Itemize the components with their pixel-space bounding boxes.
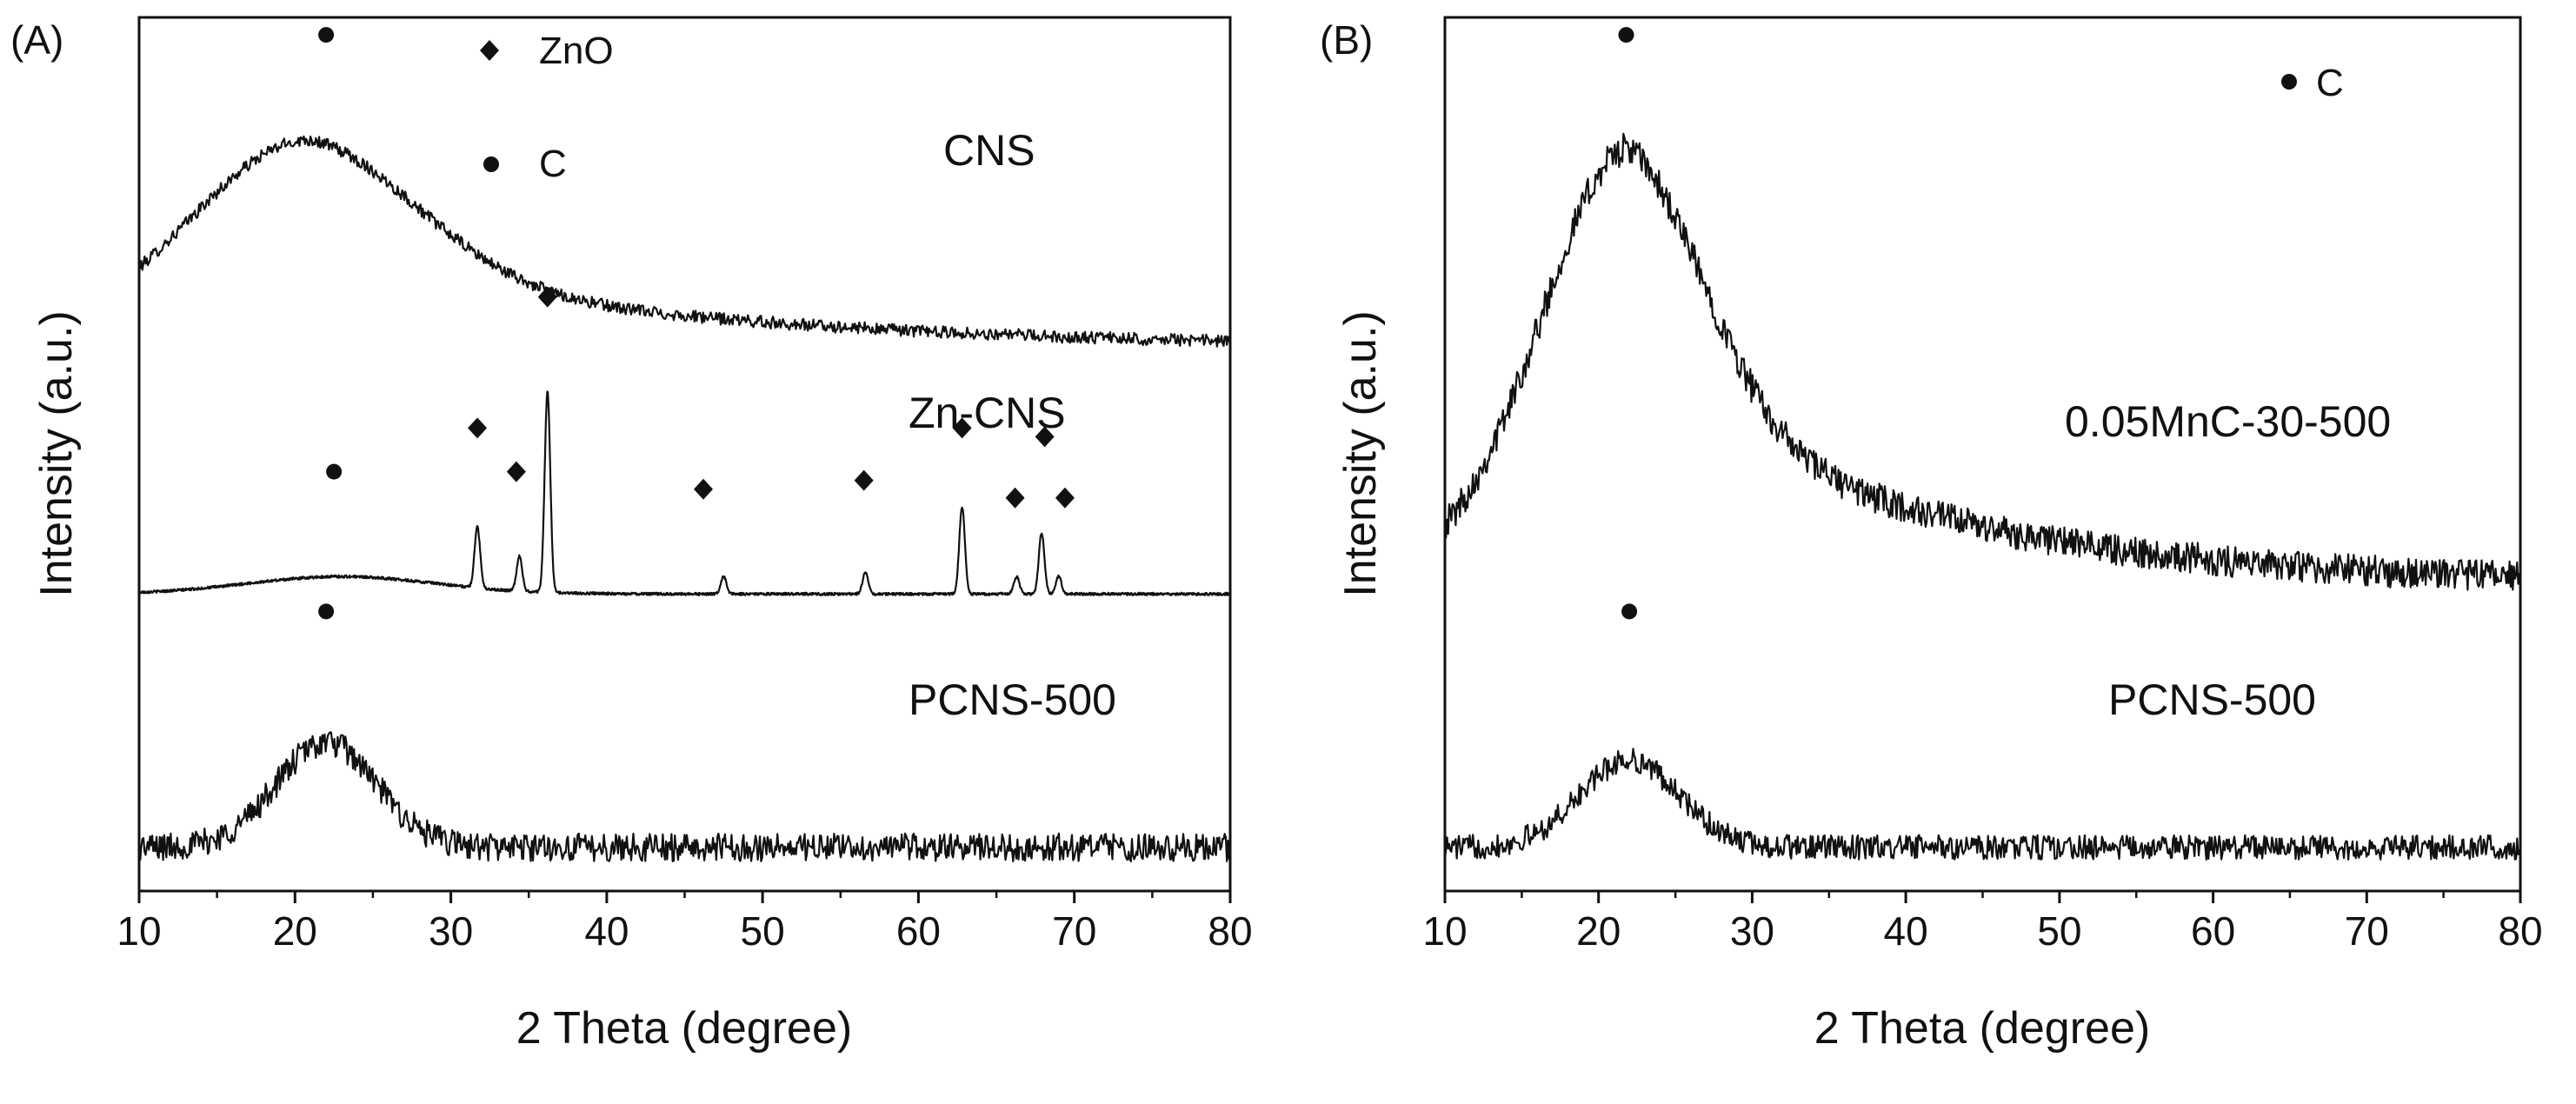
panel-b-legend: C xyxy=(2281,62,2344,104)
zno-diamond-marker-icon xyxy=(952,417,972,439)
x-tick-label: 70 xyxy=(2345,908,2389,954)
x-tick-label: 10 xyxy=(116,908,161,954)
panel-b-series-group xyxy=(1443,132,2522,861)
panel-b: (B) 10 20 30 40 50 60 70 80 2 Theta (degree) In… xyxy=(1320,16,2543,1054)
x-tick-label: 40 xyxy=(1884,908,1928,954)
zno-diamond-marker-icon xyxy=(506,461,526,482)
x-tick-label: 60 xyxy=(2191,908,2235,954)
zno-diamond-marker-icon xyxy=(694,478,714,500)
carbon-dot-marker-icon xyxy=(326,463,343,480)
panel-a-legend: ZnO C xyxy=(480,30,614,185)
panel-b-x-axis-title: 2 Theta (degree) xyxy=(1814,1003,2150,1054)
panel-a-series-group xyxy=(137,135,1232,862)
zno-diamond-marker-icon xyxy=(468,417,488,439)
zno-diamond-marker-icon xyxy=(1035,426,1055,448)
panel-a-label-pcns-500: PCNS-500 xyxy=(909,675,1116,724)
zno-diamond-marker-icon xyxy=(854,469,874,491)
panel-a-markers-group xyxy=(318,27,1075,620)
series-line-pcns-500 xyxy=(1443,748,2522,861)
x-tick-label: 20 xyxy=(1576,908,1621,954)
panel-a-label-cns: CNS xyxy=(943,126,1035,175)
panel-b-label-pcns-500: PCNS-500 xyxy=(2108,675,2316,724)
carbon-dot-marker-icon xyxy=(1618,27,1634,43)
panel-a-y-axis-title: Intensity (a.u.) xyxy=(31,310,82,596)
panel-a-x-axis-title: 2 Theta (degree) xyxy=(516,1003,852,1054)
legend-c-label: C xyxy=(539,143,567,185)
series-line-pcns-500 xyxy=(137,731,1232,862)
zno-diamond-marker-icon xyxy=(1055,487,1075,509)
x-tick-label: 70 xyxy=(1052,908,1096,954)
panel-b-y-axis-title: Intensity (a.u.) xyxy=(1335,310,1386,596)
panel-b-markers-group xyxy=(1618,27,1638,620)
x-tick-label: 10 xyxy=(1422,908,1467,954)
panel-a-x-ticks: 10 20 30 40 50 60 70 80 xyxy=(116,891,1253,954)
series-line-0-05mnc-30-500 xyxy=(1444,132,2521,591)
x-tick-label: 60 xyxy=(896,908,941,954)
panel-a-plot-frame xyxy=(137,16,1232,893)
legend-c-dot-icon xyxy=(2281,74,2297,90)
panel-a: (A) 10 20 30 40 50 60 70 80 2 Theta (degree) In… xyxy=(10,16,1253,1054)
panel-b-x-ticks: 10 20 30 40 50 60 70 80 xyxy=(1422,891,2543,954)
x-tick-label: 50 xyxy=(741,908,785,954)
series-line-zn-cns xyxy=(138,390,1231,596)
carbon-dot-marker-icon xyxy=(1621,603,1638,620)
x-tick-label: 80 xyxy=(2498,908,2542,954)
x-tick-label: 20 xyxy=(273,908,317,954)
panel-b-legend-c-label: C xyxy=(2316,62,2344,104)
x-tick-label: 80 xyxy=(1208,908,1252,954)
legend-c-dot-icon xyxy=(483,156,499,172)
x-tick-label: 40 xyxy=(584,908,629,954)
carbon-dot-marker-icon xyxy=(318,27,335,43)
panel-b-label: (B) xyxy=(1320,17,1373,63)
x-tick-label: 30 xyxy=(429,908,473,954)
carbon-dot-marker-icon xyxy=(318,603,335,620)
legend-zno-diamond-icon xyxy=(480,40,499,61)
x-tick-label: 50 xyxy=(2037,908,2081,954)
x-tick-label: 30 xyxy=(1730,908,1774,954)
panel-b-label-mnc: 0.05MnC-30-500 xyxy=(2065,397,2391,446)
panel-a-label-zn-cns: Zn-CNS xyxy=(909,389,1066,437)
zno-diamond-marker-icon xyxy=(1005,487,1025,509)
series-line-cns xyxy=(137,135,1232,348)
legend-zno-label: ZnO xyxy=(539,30,614,72)
zno-diamond-marker-icon xyxy=(537,286,557,308)
panel-a-label: (A) xyxy=(10,17,63,63)
